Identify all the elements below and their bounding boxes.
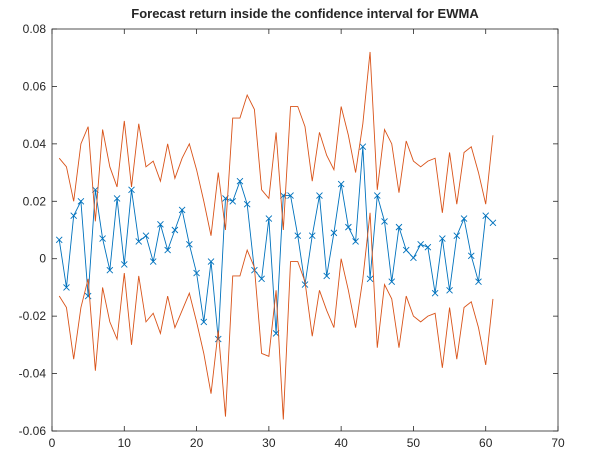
point-marker	[171, 226, 179, 234]
y-tick-label: -0.04	[19, 367, 47, 381]
point-marker	[345, 223, 352, 231]
point-marker	[475, 278, 482, 286]
y-tick-label: 0.02	[23, 194, 47, 208]
x-tick-label: 10	[118, 436, 132, 450]
point-marker	[164, 246, 171, 254]
x-tick-label: 70	[551, 436, 565, 450]
point-marker	[243, 200, 251, 208]
point-marker	[308, 232, 316, 240]
point-marker	[200, 318, 208, 326]
point-marker	[410, 254, 417, 262]
point-marker	[258, 275, 265, 283]
point-marker	[157, 220, 164, 228]
point-marker	[178, 206, 186, 214]
point-marker	[294, 232, 302, 240]
point-marker	[352, 238, 359, 245]
x-tick-label: 60	[479, 436, 493, 450]
y-tick-label: -0.02	[19, 309, 47, 323]
point-marker	[453, 232, 461, 240]
point-marker	[120, 261, 128, 268]
point-marker	[388, 278, 396, 286]
point-marker	[77, 197, 85, 205]
point-marker	[186, 241, 193, 248]
point-marker	[381, 218, 388, 225]
point-marker	[55, 236, 63, 244]
point-marker	[446, 286, 453, 294]
chart-title: Forecast return inside the confidence in…	[131, 6, 479, 21]
point-marker	[63, 284, 70, 291]
point-marker	[70, 212, 78, 219]
point-marker	[395, 223, 403, 231]
point-marker	[366, 275, 374, 283]
point-marker	[323, 272, 331, 280]
point-marker	[236, 177, 244, 185]
point-marker	[99, 235, 106, 242]
point-marker	[149, 258, 157, 265]
x-tick-label: 50	[407, 436, 421, 450]
point-marker	[482, 212, 490, 219]
point-marker	[402, 246, 410, 254]
point-marker	[113, 195, 121, 202]
point-marker	[128, 186, 135, 194]
x-tick-label: 20	[190, 436, 204, 450]
point-marker	[417, 241, 424, 248]
point-marker	[106, 266, 114, 274]
point-marker	[431, 289, 439, 297]
point-marker	[359, 143, 367, 151]
point-marker	[460, 215, 468, 222]
y-tick-label: 0.04	[23, 137, 47, 151]
y-tick-label: 0.08	[23, 22, 47, 36]
series-line	[58, 51, 494, 236]
x-tick-label: 40	[334, 436, 348, 450]
y-tick-label: -0.06	[19, 424, 47, 438]
plot-frame	[51, 28, 559, 432]
point-marker	[135, 238, 143, 245]
point-marker	[439, 235, 446, 242]
point-marker	[316, 192, 323, 199]
point-marker	[142, 232, 150, 240]
point-marker	[424, 243, 432, 251]
point-marker	[193, 269, 200, 277]
point-marker	[373, 192, 381, 199]
point-marker	[330, 229, 338, 237]
point-marker	[214, 335, 222, 343]
point-marker	[229, 197, 237, 205]
y-tick-label: 0	[39, 252, 46, 266]
point-marker	[84, 292, 92, 300]
x-tick-label: 30	[262, 436, 276, 450]
point-marker	[287, 192, 294, 199]
point-marker	[207, 258, 215, 265]
x-tick-label: 0	[49, 436, 56, 450]
series-line	[58, 212, 494, 420]
point-marker	[265, 215, 273, 222]
point-marker	[337, 180, 345, 188]
point-marker	[467, 252, 475, 260]
point-marker	[489, 219, 497, 227]
y-tick-label: 0.06	[23, 79, 47, 93]
